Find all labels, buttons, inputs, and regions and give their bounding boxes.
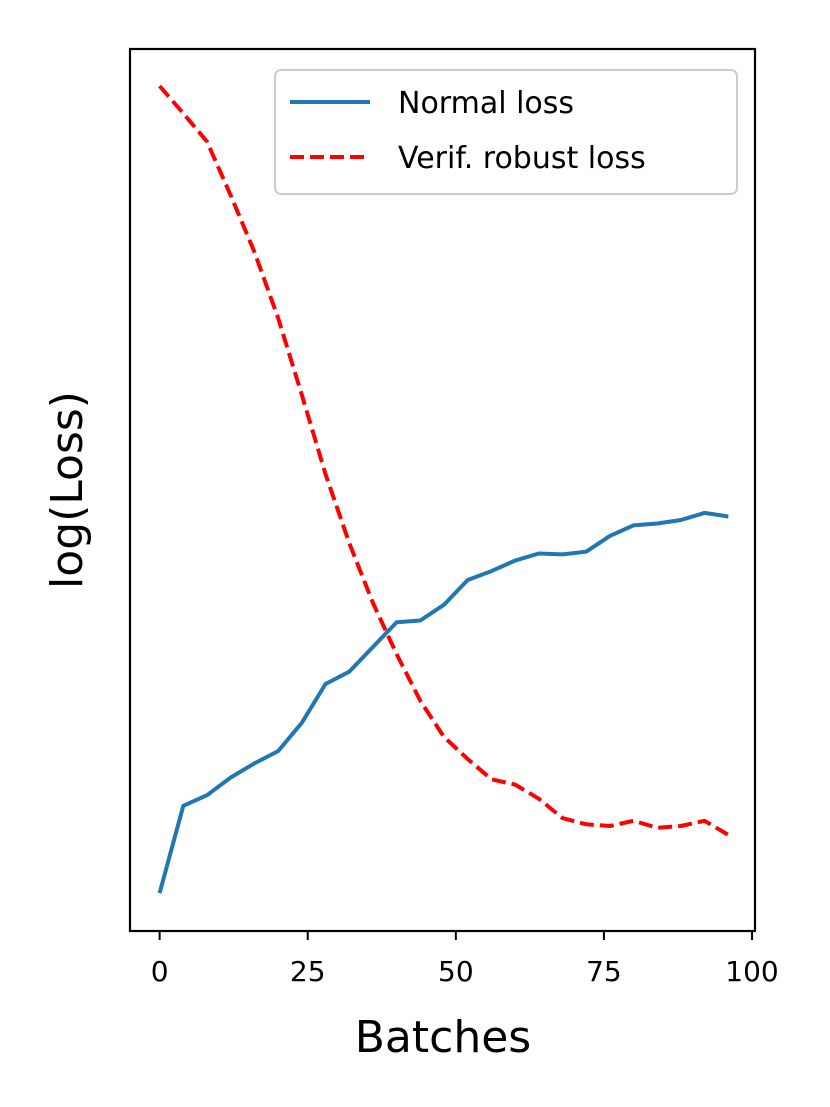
- data-point-normal-loss: [323, 682, 327, 686]
- legend-label-verif-robust-loss: Verif. robust loss: [398, 141, 646, 176]
- x-axis-ticks: 0 25 50 75 100: [151, 931, 779, 988]
- data-point-verif-robust-loss: [347, 541, 351, 545]
- data-point-verif-robust-loss: [252, 250, 256, 254]
- series-layer: [157, 84, 730, 895]
- series-line-verif-robust-loss: [158, 84, 730, 837]
- data-point-normal-loss: [229, 776, 233, 780]
- x-axis-label: Batches: [355, 1012, 531, 1063]
- data-point-normal-loss: [537, 552, 541, 556]
- data-point-normal-loss: [679, 518, 683, 522]
- data-point-verif-robust-loss: [229, 193, 233, 197]
- data-point-verif-robust-loss: [205, 140, 209, 144]
- data-point-normal-loss: [726, 514, 730, 518]
- data-point-normal-loss: [181, 804, 185, 808]
- data-point-verif-robust-loss: [442, 735, 446, 739]
- data-point-verif-robust-loss: [632, 819, 636, 823]
- data-point-verif-robust-loss: [703, 819, 707, 823]
- plot-frame: [128, 47, 757, 933]
- legend-box: [274, 69, 738, 195]
- data-point-normal-loss: [466, 578, 470, 582]
- data-point-verif-robust-loss: [371, 601, 375, 605]
- legend: Normal loss Verif. robust loss: [274, 69, 738, 195]
- data-point-verif-robust-loss: [655, 826, 659, 830]
- data-point-verif-robust-loss: [726, 833, 730, 837]
- y-axis-label: log(Loss): [42, 391, 93, 589]
- data-point-normal-loss: [158, 891, 162, 895]
- data-point-verif-robust-loss: [679, 824, 683, 828]
- data-point-verif-robust-loss: [300, 393, 304, 397]
- data-point-verif-robust-loss: [466, 757, 470, 761]
- data-point-normal-loss: [632, 523, 636, 527]
- data-point-verif-robust-loss: [608, 824, 612, 828]
- series-line-normal-loss: [157, 510, 729, 894]
- data-point-verif-robust-loss: [158, 84, 162, 88]
- data-point-normal-loss: [300, 721, 304, 725]
- data-point-normal-loss: [371, 645, 375, 649]
- data-point-normal-loss: [347, 670, 351, 674]
- data-point-normal-loss: [655, 522, 659, 526]
- data-point-normal-loss: [442, 603, 446, 607]
- data-point-normal-loss: [395, 620, 399, 624]
- data-point-normal-loss: [418, 619, 422, 623]
- x-tick-label: 25: [290, 955, 326, 988]
- data-point-normal-loss: [584, 550, 588, 554]
- data-point-normal-loss: [513, 559, 517, 563]
- data-point-verif-robust-loss: [323, 472, 327, 476]
- data-point-verif-robust-loss: [513, 783, 517, 787]
- x-tick-label: 100: [725, 955, 778, 988]
- data-point-normal-loss: [560, 552, 564, 556]
- legend-label-normal-loss: Normal loss: [398, 86, 574, 121]
- data-point-normal-loss: [205, 793, 209, 797]
- data-point-verif-robust-loss: [395, 652, 399, 656]
- data-point-verif-robust-loss: [584, 822, 588, 826]
- data-point-verif-robust-loss: [418, 699, 422, 703]
- data-point-normal-loss: [276, 749, 280, 753]
- data-point-verif-robust-loss: [537, 797, 541, 801]
- data-point-normal-loss: [703, 511, 707, 515]
- data-point-verif-robust-loss: [276, 316, 280, 320]
- data-point-normal-loss: [608, 534, 612, 538]
- data-point-verif-robust-loss: [489, 777, 493, 781]
- data-point-normal-loss: [489, 569, 493, 573]
- data-point-verif-robust-loss: [560, 816, 564, 820]
- data-point-normal-loss: [252, 761, 256, 765]
- x-tick-label: 0: [151, 955, 169, 988]
- x-tick-label: 50: [438, 955, 474, 988]
- x-tick-label: 75: [586, 955, 622, 988]
- data-point-verif-robust-loss: [181, 111, 185, 115]
